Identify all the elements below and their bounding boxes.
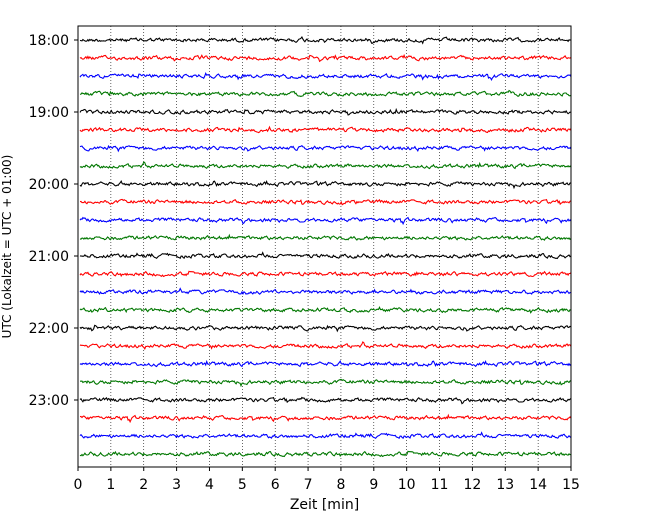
trace-9 bbox=[79, 179, 572, 190]
trace-18 bbox=[79, 341, 572, 350]
trace-13 bbox=[79, 251, 572, 260]
trace-5 bbox=[79, 107, 572, 116]
x-tick-label-2: 2 bbox=[139, 477, 148, 493]
x-tick-label-6: 6 bbox=[271, 477, 280, 493]
x-axis-label: Zeit [min] bbox=[290, 497, 359, 513]
x-tick-label-1: 1 bbox=[106, 477, 115, 493]
plot-frame bbox=[77, 25, 572, 468]
trace-19 bbox=[79, 359, 572, 368]
y-tick-label-21:00: 21:00 bbox=[29, 249, 69, 265]
x-tick-label-8: 8 bbox=[336, 477, 345, 493]
trace-22 bbox=[79, 413, 572, 424]
trace-7 bbox=[79, 144, 572, 153]
trace-10 bbox=[79, 198, 572, 206]
x-tick-label-13: 13 bbox=[496, 477, 514, 493]
y-axis: 18:00 19:00 20:00 21:00 22:00 23:00 bbox=[29, 33, 78, 409]
x-tick-label-15: 15 bbox=[562, 477, 580, 493]
x-tick-label-4: 4 bbox=[205, 477, 214, 493]
trace-11 bbox=[79, 216, 572, 226]
trace-20 bbox=[80, 378, 572, 388]
x-tick-label-14: 14 bbox=[529, 477, 547, 493]
trace-14 bbox=[79, 270, 572, 278]
x-tick-label-10: 10 bbox=[398, 477, 416, 493]
trace-21 bbox=[79, 396, 572, 405]
trace-2 bbox=[79, 53, 572, 63]
x-tick-label-9: 9 bbox=[369, 477, 378, 493]
trace-8 bbox=[79, 161, 572, 170]
y-axis-label: UTC (Lokalzeit = UTC + 01:00) bbox=[0, 155, 14, 339]
y-tick-label-19:00: 19:00 bbox=[29, 105, 69, 121]
y-tick-label-18:00: 18:00 bbox=[29, 33, 69, 49]
x-tick-label-11: 11 bbox=[431, 477, 449, 493]
trace-17 bbox=[79, 324, 572, 333]
trace-24 bbox=[79, 450, 572, 458]
y-tick-label-23:00: 23:00 bbox=[29, 393, 69, 409]
y-tick-label-20:00: 20:00 bbox=[29, 177, 69, 193]
trace-15 bbox=[79, 287, 572, 296]
trace-4 bbox=[79, 89, 572, 98]
trace-1 bbox=[79, 35, 572, 45]
x-tick-label-5: 5 bbox=[238, 477, 247, 493]
x-tick-label-3: 3 bbox=[172, 477, 181, 493]
x-tick-label-12: 12 bbox=[463, 477, 481, 493]
y-tick-label-22:00: 22:00 bbox=[29, 321, 69, 337]
trace-3 bbox=[79, 72, 572, 82]
x-tick-label-7: 7 bbox=[304, 477, 313, 493]
trace-23 bbox=[79, 431, 572, 440]
trace-12 bbox=[79, 233, 572, 241]
trace-6 bbox=[79, 125, 572, 134]
trace-group bbox=[79, 35, 572, 458]
x-tick-label-0: 0 bbox=[74, 477, 83, 493]
trace-16 bbox=[79, 305, 572, 314]
x-axis: 0 1 2 3 4 5 6 7 8 9 10 11 12 13 14 15 bbox=[74, 467, 580, 493]
